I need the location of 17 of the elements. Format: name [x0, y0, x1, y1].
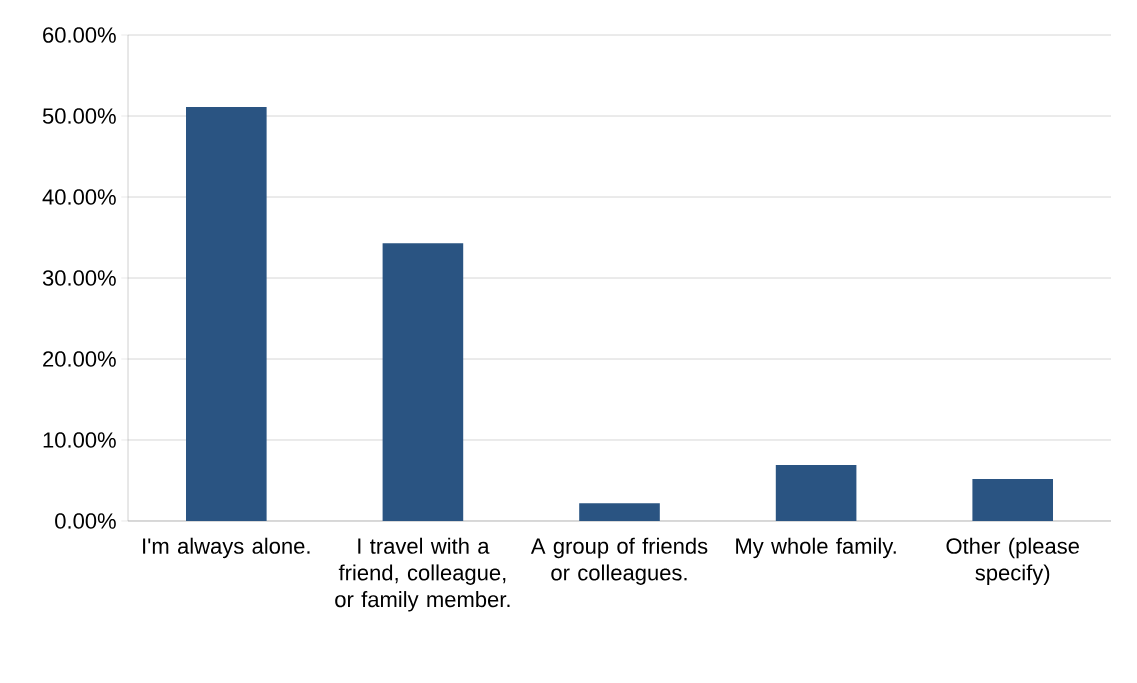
x-tick-label: A group of friends or colleagues. — [530, 537, 708, 585]
y-tick-label: 0.00% — [55, 513, 116, 529]
y-tick-label: 30.00% — [42, 270, 116, 286]
x-tick-label: I travel with a friend, colleague, or family member. — [335, 537, 510, 612]
y-tick-label: 10.00% — [43, 432, 116, 448]
y-tick-label: 50.00% — [42, 108, 116, 124]
x-tick-label: My whole family. — [736, 537, 896, 559]
y-tick-label: 60.00% — [43, 27, 116, 43]
x-tick-label: Other (please specify) — [946, 537, 1079, 585]
bar — [775, 465, 857, 521]
y-tick-label: 40.00% — [42, 189, 116, 205]
x-tick-label: I'm always alone. — [143, 537, 310, 559]
bar — [579, 503, 660, 521]
bar — [186, 107, 267, 521]
bar — [972, 478, 1054, 521]
bar — [382, 243, 464, 521]
y-tick-label: 20.00% — [43, 351, 116, 367]
